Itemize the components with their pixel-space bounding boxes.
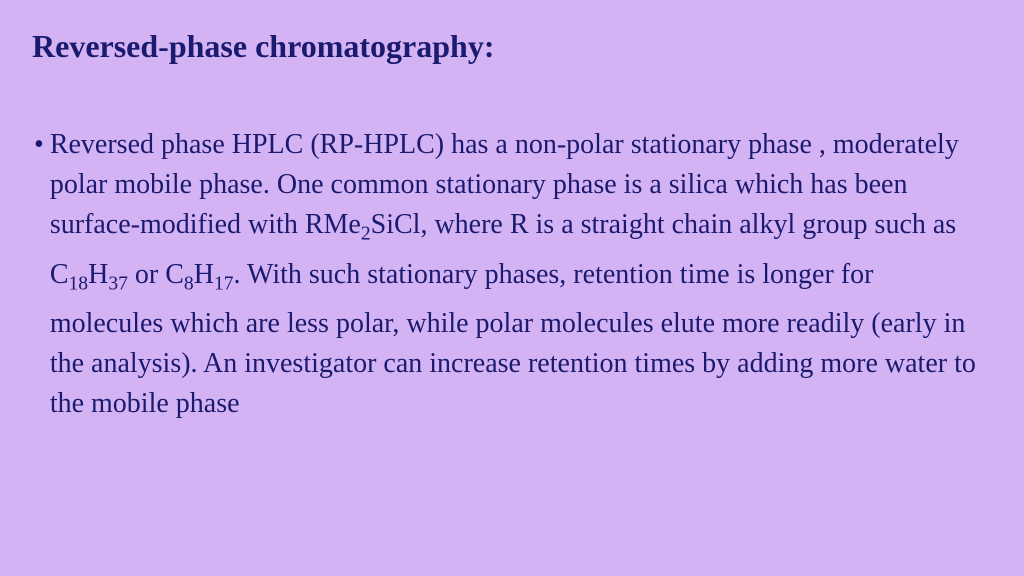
slide-title: Reversed-phase chromatography: xyxy=(32,28,992,65)
bullet-marker: • xyxy=(34,125,44,165)
slide-body-text: Reversed phase HPLC (RP-HPLC) has a non-… xyxy=(50,125,992,424)
bullet-item: • Reversed phase HPLC (RP-HPLC) has a no… xyxy=(32,125,992,424)
